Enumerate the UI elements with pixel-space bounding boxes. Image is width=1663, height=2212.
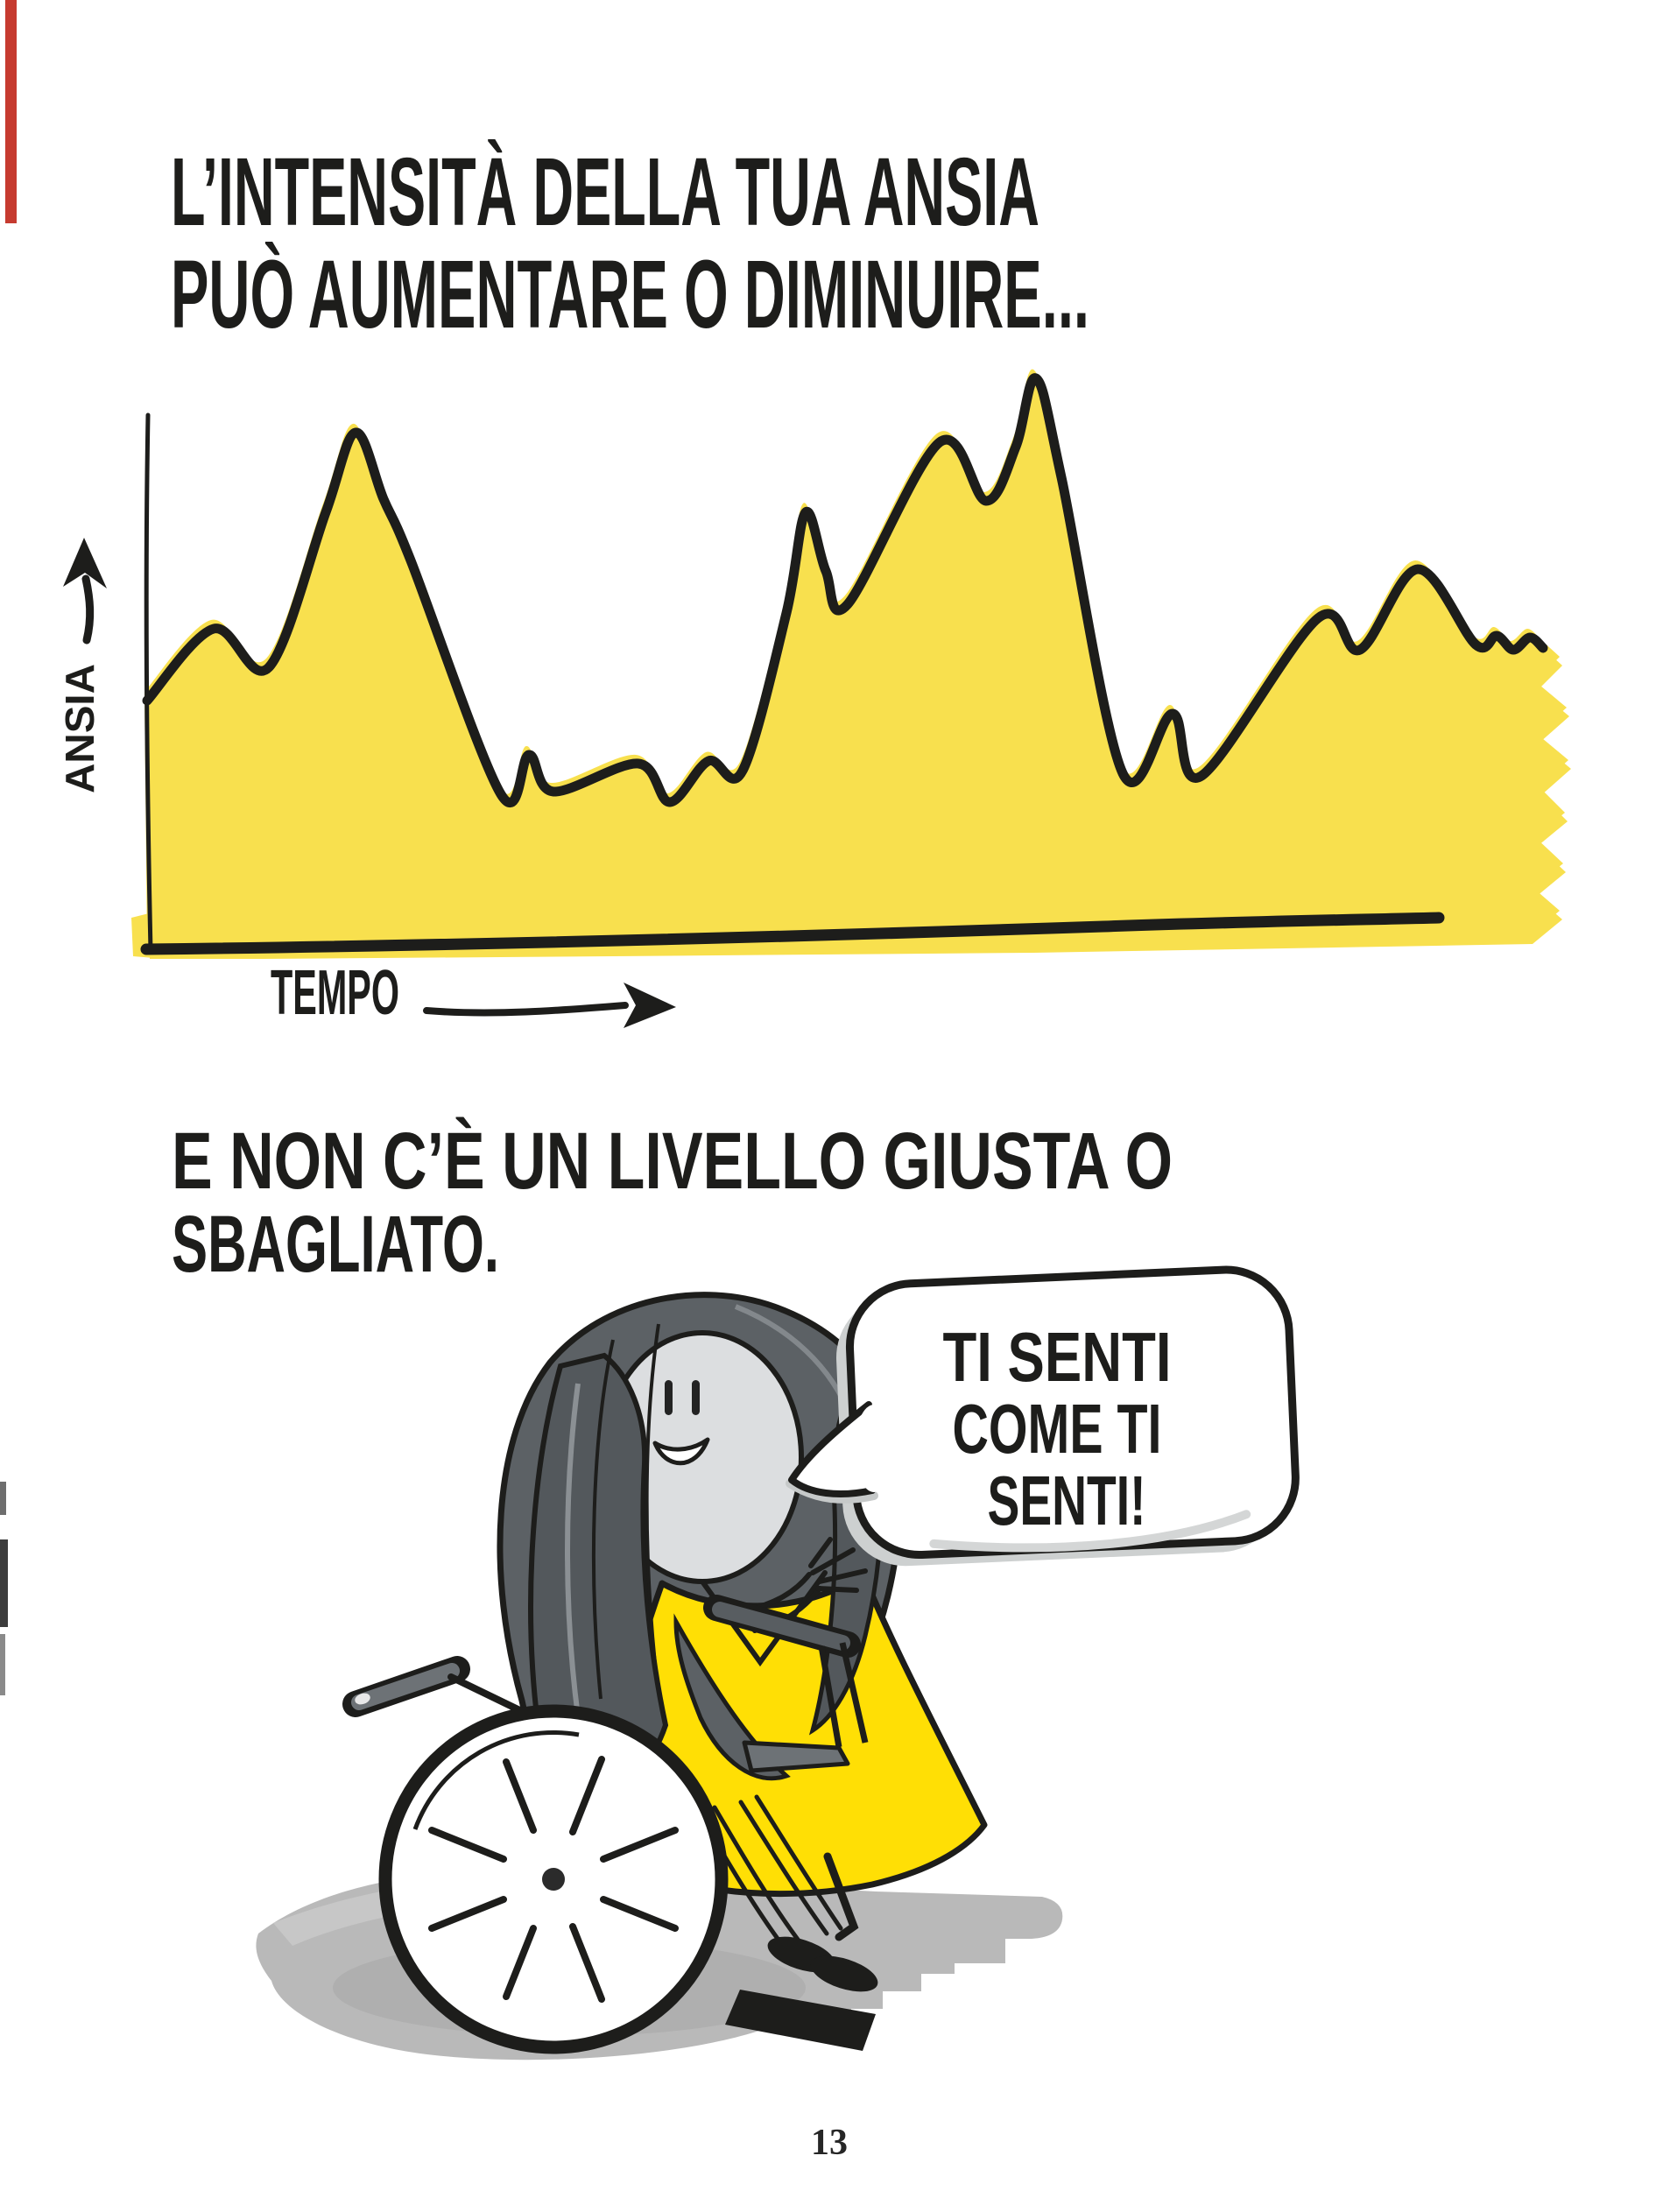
chart-area-fill xyxy=(147,377,1571,959)
y-axis-label-group: ANSIA xyxy=(57,538,107,793)
speech-bubble: TI SENTI COME TI SENTI! xyxy=(786,1265,1300,1567)
page-number: 13 xyxy=(811,2123,848,2163)
x-axis-label-group: TEMPO xyxy=(271,958,676,1028)
left-edge-mark xyxy=(0,1634,5,1695)
y-axis-label: ANSIA xyxy=(57,664,102,793)
chart-y-axis xyxy=(144,412,153,954)
chart-curve-line xyxy=(142,373,1548,808)
subtitle-line-2: SBAGLIATO. xyxy=(172,1200,499,1289)
footrest-strut xyxy=(823,1852,859,1941)
speech-bubble-line-1: TI SENTI xyxy=(943,1318,1172,1396)
anxiety-chart: ANSIA TEMPO xyxy=(57,369,1571,1028)
chart-x-axis xyxy=(140,912,1445,955)
speech-bubble-line-2: COME TI xyxy=(953,1390,1162,1468)
page-subtitle: E NON C’È UN LIVELLO GIUSTA O SBAGLIATO. xyxy=(172,1116,1173,1289)
hand-fingers xyxy=(808,1537,868,1593)
hair-streak xyxy=(565,1383,581,1717)
title-line-2: PUÒ AUMENTARE O DIMINUIRE... xyxy=(171,241,1089,349)
hair-line xyxy=(591,1323,660,1700)
left-edge-mark xyxy=(0,1482,6,1515)
title-line-1: L’INTENSITÀ DELLA TUA ANSIA xyxy=(171,138,1039,246)
wheelchair-frame xyxy=(703,1595,876,2051)
speech-bubble-line-3: SENTI! xyxy=(988,1462,1146,1539)
page-title: L’INTENSITÀ DELLA TUA ANSIA PUÒ AUMENTAR… xyxy=(171,138,1089,349)
hair-strand-chest xyxy=(673,1613,791,1781)
right-arrow-icon xyxy=(423,1002,629,1017)
wheel-spokes xyxy=(428,1756,679,2003)
eye-right xyxy=(692,1380,700,1415)
footplate xyxy=(725,1990,876,2051)
left-edge-mark xyxy=(0,1539,8,1627)
x-axis-label: TEMPO xyxy=(271,958,399,1028)
red-edge-stripe xyxy=(5,0,17,223)
wheel-hub xyxy=(542,1868,565,1891)
subtitle-line-1: E NON C’È UN LIVELLO GIUSTA O xyxy=(172,1116,1173,1206)
side-bar xyxy=(742,1740,850,1773)
page-edge-artifacts xyxy=(0,0,17,1695)
right-arrow-icon xyxy=(624,983,676,1028)
mouth xyxy=(652,1437,710,1466)
speech-bubble-tail-join xyxy=(855,1405,893,1492)
wheelchair-illustration xyxy=(256,1292,1063,2061)
shoe xyxy=(810,1955,878,1992)
up-arrow-icon xyxy=(63,538,107,588)
wheel-rim-line xyxy=(412,1729,580,1830)
speech-bubble-inner-shade xyxy=(929,1510,1251,1553)
eye-left xyxy=(665,1380,673,1415)
up-arrow-icon xyxy=(81,574,95,645)
wheelchair-wheel xyxy=(378,1704,729,2054)
